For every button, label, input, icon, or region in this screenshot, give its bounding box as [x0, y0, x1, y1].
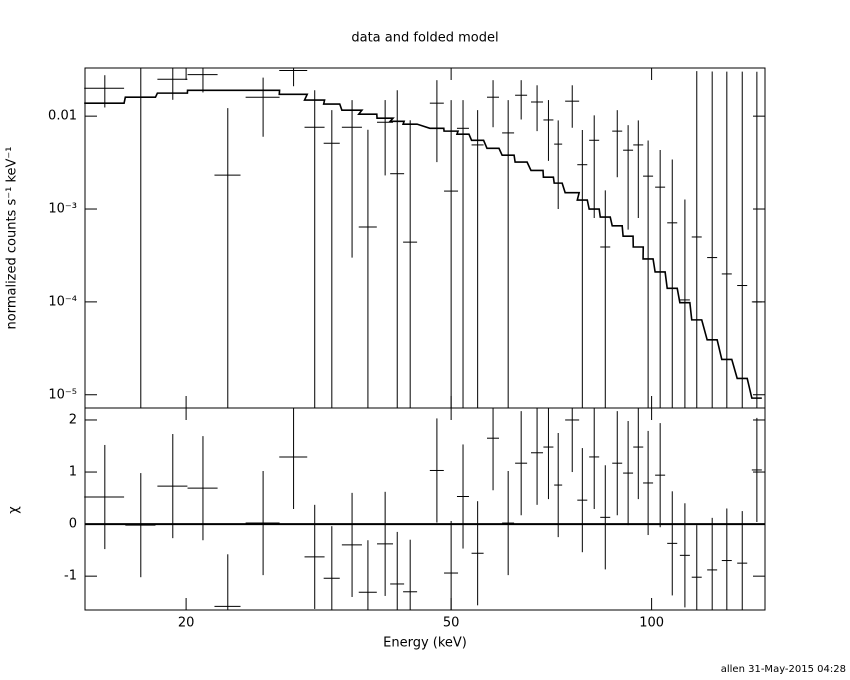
x-axis-label: Energy (keV)	[383, 636, 467, 651]
y-tick-label: -1	[64, 569, 77, 584]
y-axis-label: normalized counts s⁻¹ keV⁻¹	[5, 147, 20, 330]
y-tick-label: 2	[69, 412, 77, 427]
chart-title: data and folded model	[351, 31, 498, 46]
x-tick-label: 100	[639, 616, 664, 631]
x-tick-label: 20	[178, 616, 195, 631]
x-tick-label: 50	[443, 616, 460, 631]
plot-frame	[84, 67, 766, 409]
y-tick-label: 0	[69, 517, 77, 532]
plot-frame	[84, 407, 766, 611]
footer: allen 31-May-2015 04:28	[721, 664, 846, 675]
y-tick-label: 10⁻⁴	[48, 294, 77, 309]
y-tick-label: 10⁻⁵	[48, 387, 77, 402]
y-tick-label: 0.01	[48, 109, 77, 124]
y-axis-label: χ	[7, 506, 22, 514]
y-tick-label: 1	[69, 465, 77, 480]
y-tick-label: 10⁻³	[48, 202, 77, 217]
model-line	[84, 89, 762, 399]
